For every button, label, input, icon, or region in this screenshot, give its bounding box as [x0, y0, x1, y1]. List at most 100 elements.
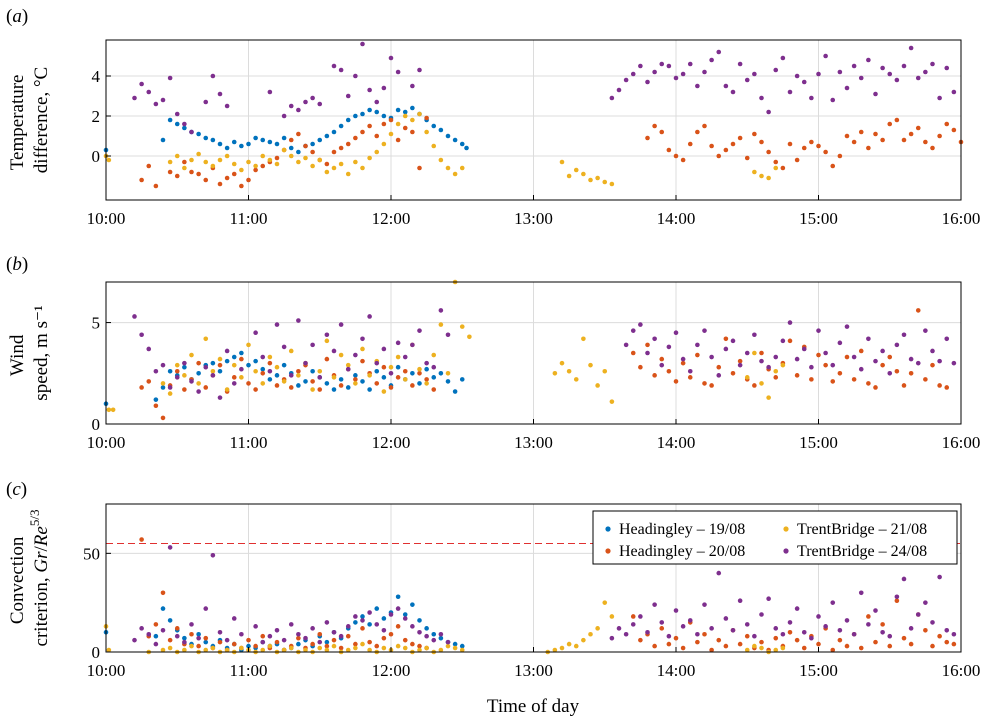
point-headingley-20-08 — [317, 387, 323, 392]
point-headingley-20-08 — [203, 177, 209, 183]
point-headingley-20-08 — [937, 633, 942, 639]
panel-b-y-label-line1: Wind — [7, 334, 28, 376]
panel-b-x-ticks: 10:00 11:00 12:00 13:00 14:00 15:00 16:00 — [87, 419, 980, 452]
panel-b-points — [103, 279, 957, 421]
point-headingley-20-08 — [687, 375, 693, 380]
point-headingley-19-08 — [410, 602, 415, 607]
point-headingley-19-08 — [464, 145, 469, 151]
point-headingley-20-08 — [217, 639, 223, 645]
point-headingley-20-08 — [730, 141, 736, 147]
point-trentbridge-21-08 — [281, 647, 287, 653]
point-trentbridge-21-08 — [609, 181, 615, 187]
point-headingley-20-08 — [944, 121, 950, 127]
point-trentbridge-21-08 — [296, 373, 301, 378]
x-tick-label: 14:00 — [657, 661, 696, 680]
panel-b: (b) 05 10:00 11:00 12:00 13:00 14:00 15:00 16:… — [6, 254, 980, 452]
point-headingley-20-08 — [146, 163, 152, 169]
point-headingley-20-08 — [417, 643, 422, 649]
point-trentbridge-21-08 — [388, 364, 394, 370]
point-trentbridge-24-08 — [894, 594, 900, 600]
point-headingley-20-08 — [773, 159, 779, 165]
point-trentbridge-21-08 — [438, 157, 444, 163]
point-headingley-20-08 — [402, 368, 408, 374]
point-trentbridge-24-08 — [616, 87, 622, 93]
point-trentbridge-24-08 — [367, 610, 372, 615]
point-trentbridge-21-08 — [780, 362, 786, 368]
point-trentbridge-24-08 — [915, 75, 921, 81]
point-trentbridge-24-08 — [303, 360, 308, 366]
point-headingley-19-08 — [338, 123, 344, 129]
point-trentbridge-24-08 — [759, 358, 764, 364]
point-headingley-19-08 — [182, 125, 187, 131]
point-trentbridge-21-08 — [367, 647, 372, 653]
point-headingley-20-08 — [901, 635, 907, 641]
point-headingley-20-08 — [787, 629, 793, 635]
point-trentbridge-21-08 — [424, 381, 429, 386]
point-trentbridge-24-08 — [438, 308, 444, 313]
point-headingley-20-08 — [880, 137, 885, 143]
point-trentbridge-24-08 — [794, 606, 800, 611]
legend: Headingley – 19/08 Headingley – 20/08 Tr… — [592, 510, 958, 565]
point-trentbridge-21-08 — [353, 381, 358, 386]
point-trentbridge-21-08 — [203, 647, 209, 653]
point-trentbridge-24-08 — [417, 67, 422, 73]
point-trentbridge-21-08 — [402, 113, 408, 119]
point-headingley-20-08 — [260, 370, 266, 376]
point-headingley-19-08 — [424, 626, 429, 631]
point-headingley-20-08 — [830, 163, 836, 169]
point-trentbridge-24-08 — [224, 637, 230, 643]
point-trentbridge-24-08 — [645, 350, 650, 356]
panel-a-y-ticks: 0 2 4 — [92, 67, 111, 166]
x-tick-label: 13:00 — [514, 433, 553, 452]
point-trentbridge-24-08 — [787, 89, 793, 95]
point-trentbridge-24-08 — [801, 79, 807, 85]
point-headingley-20-08 — [638, 364, 643, 370]
legend-label-headingley-19: Headingley – 19/08 — [619, 521, 745, 538]
point-trentbridge-24-08 — [609, 635, 615, 641]
x-tick-label: 11:00 — [229, 209, 267, 228]
point-trentbridge-24-08 — [659, 620, 665, 625]
point-headingley-20-08 — [823, 362, 828, 368]
point-trentbridge-21-08 — [395, 643, 401, 649]
point-headingley-20-08 — [737, 135, 743, 141]
point-trentbridge-21-08 — [367, 373, 372, 378]
point-headingley-20-08 — [167, 637, 173, 643]
point-headingley-19-08 — [246, 141, 251, 147]
point-trentbridge-24-08 — [851, 354, 857, 360]
point-headingley-20-08 — [203, 635, 209, 641]
point-headingley-20-08 — [744, 155, 750, 161]
point-headingley-20-08 — [331, 637, 337, 643]
point-trentbridge-24-08 — [951, 89, 957, 95]
point-trentbridge-24-08 — [773, 67, 779, 73]
point-headingley-19-08 — [153, 633, 159, 639]
point-headingley-20-08 — [752, 131, 757, 137]
point-headingley-19-08 — [452, 641, 458, 647]
point-trentbridge-21-08 — [417, 647, 422, 653]
point-trentbridge-24-08 — [623, 631, 629, 637]
point-headingley-20-08 — [367, 123, 372, 129]
point-trentbridge-24-08 — [937, 95, 942, 101]
point-headingley-20-08 — [217, 181, 223, 187]
point-headingley-20-08 — [887, 121, 893, 127]
point-trentbridge-21-08 — [167, 391, 173, 396]
point-trentbridge-24-08 — [773, 626, 779, 631]
point-trentbridge-21-08 — [345, 171, 351, 177]
point-trentbridge-21-08 — [573, 643, 579, 649]
point-trentbridge-24-08 — [281, 344, 287, 350]
point-trentbridge-24-08 — [652, 602, 657, 607]
point-headingley-20-08 — [246, 637, 251, 643]
point-trentbridge-21-08 — [345, 362, 351, 368]
point-headingley-19-08 — [160, 606, 166, 611]
point-headingley-19-08 — [374, 368, 380, 374]
point-headingley-20-08 — [801, 645, 807, 651]
panel-a-x-ticks: 10:00 11:00 12:00 13:00 14:00 15:00 16:00 — [87, 195, 980, 228]
point-headingley-20-08 — [395, 137, 401, 143]
point-trentbridge-24-08 — [830, 362, 836, 368]
point-headingley-20-08 — [217, 362, 223, 368]
panel-c-letter: (c) — [6, 479, 27, 500]
point-trentbridge-21-08 — [189, 643, 194, 649]
point-trentbridge-21-08 — [310, 163, 315, 169]
point-headingley-20-08 — [395, 375, 401, 380]
point-trentbridge-24-08 — [253, 330, 258, 336]
point-headingley-20-08 — [937, 383, 942, 388]
